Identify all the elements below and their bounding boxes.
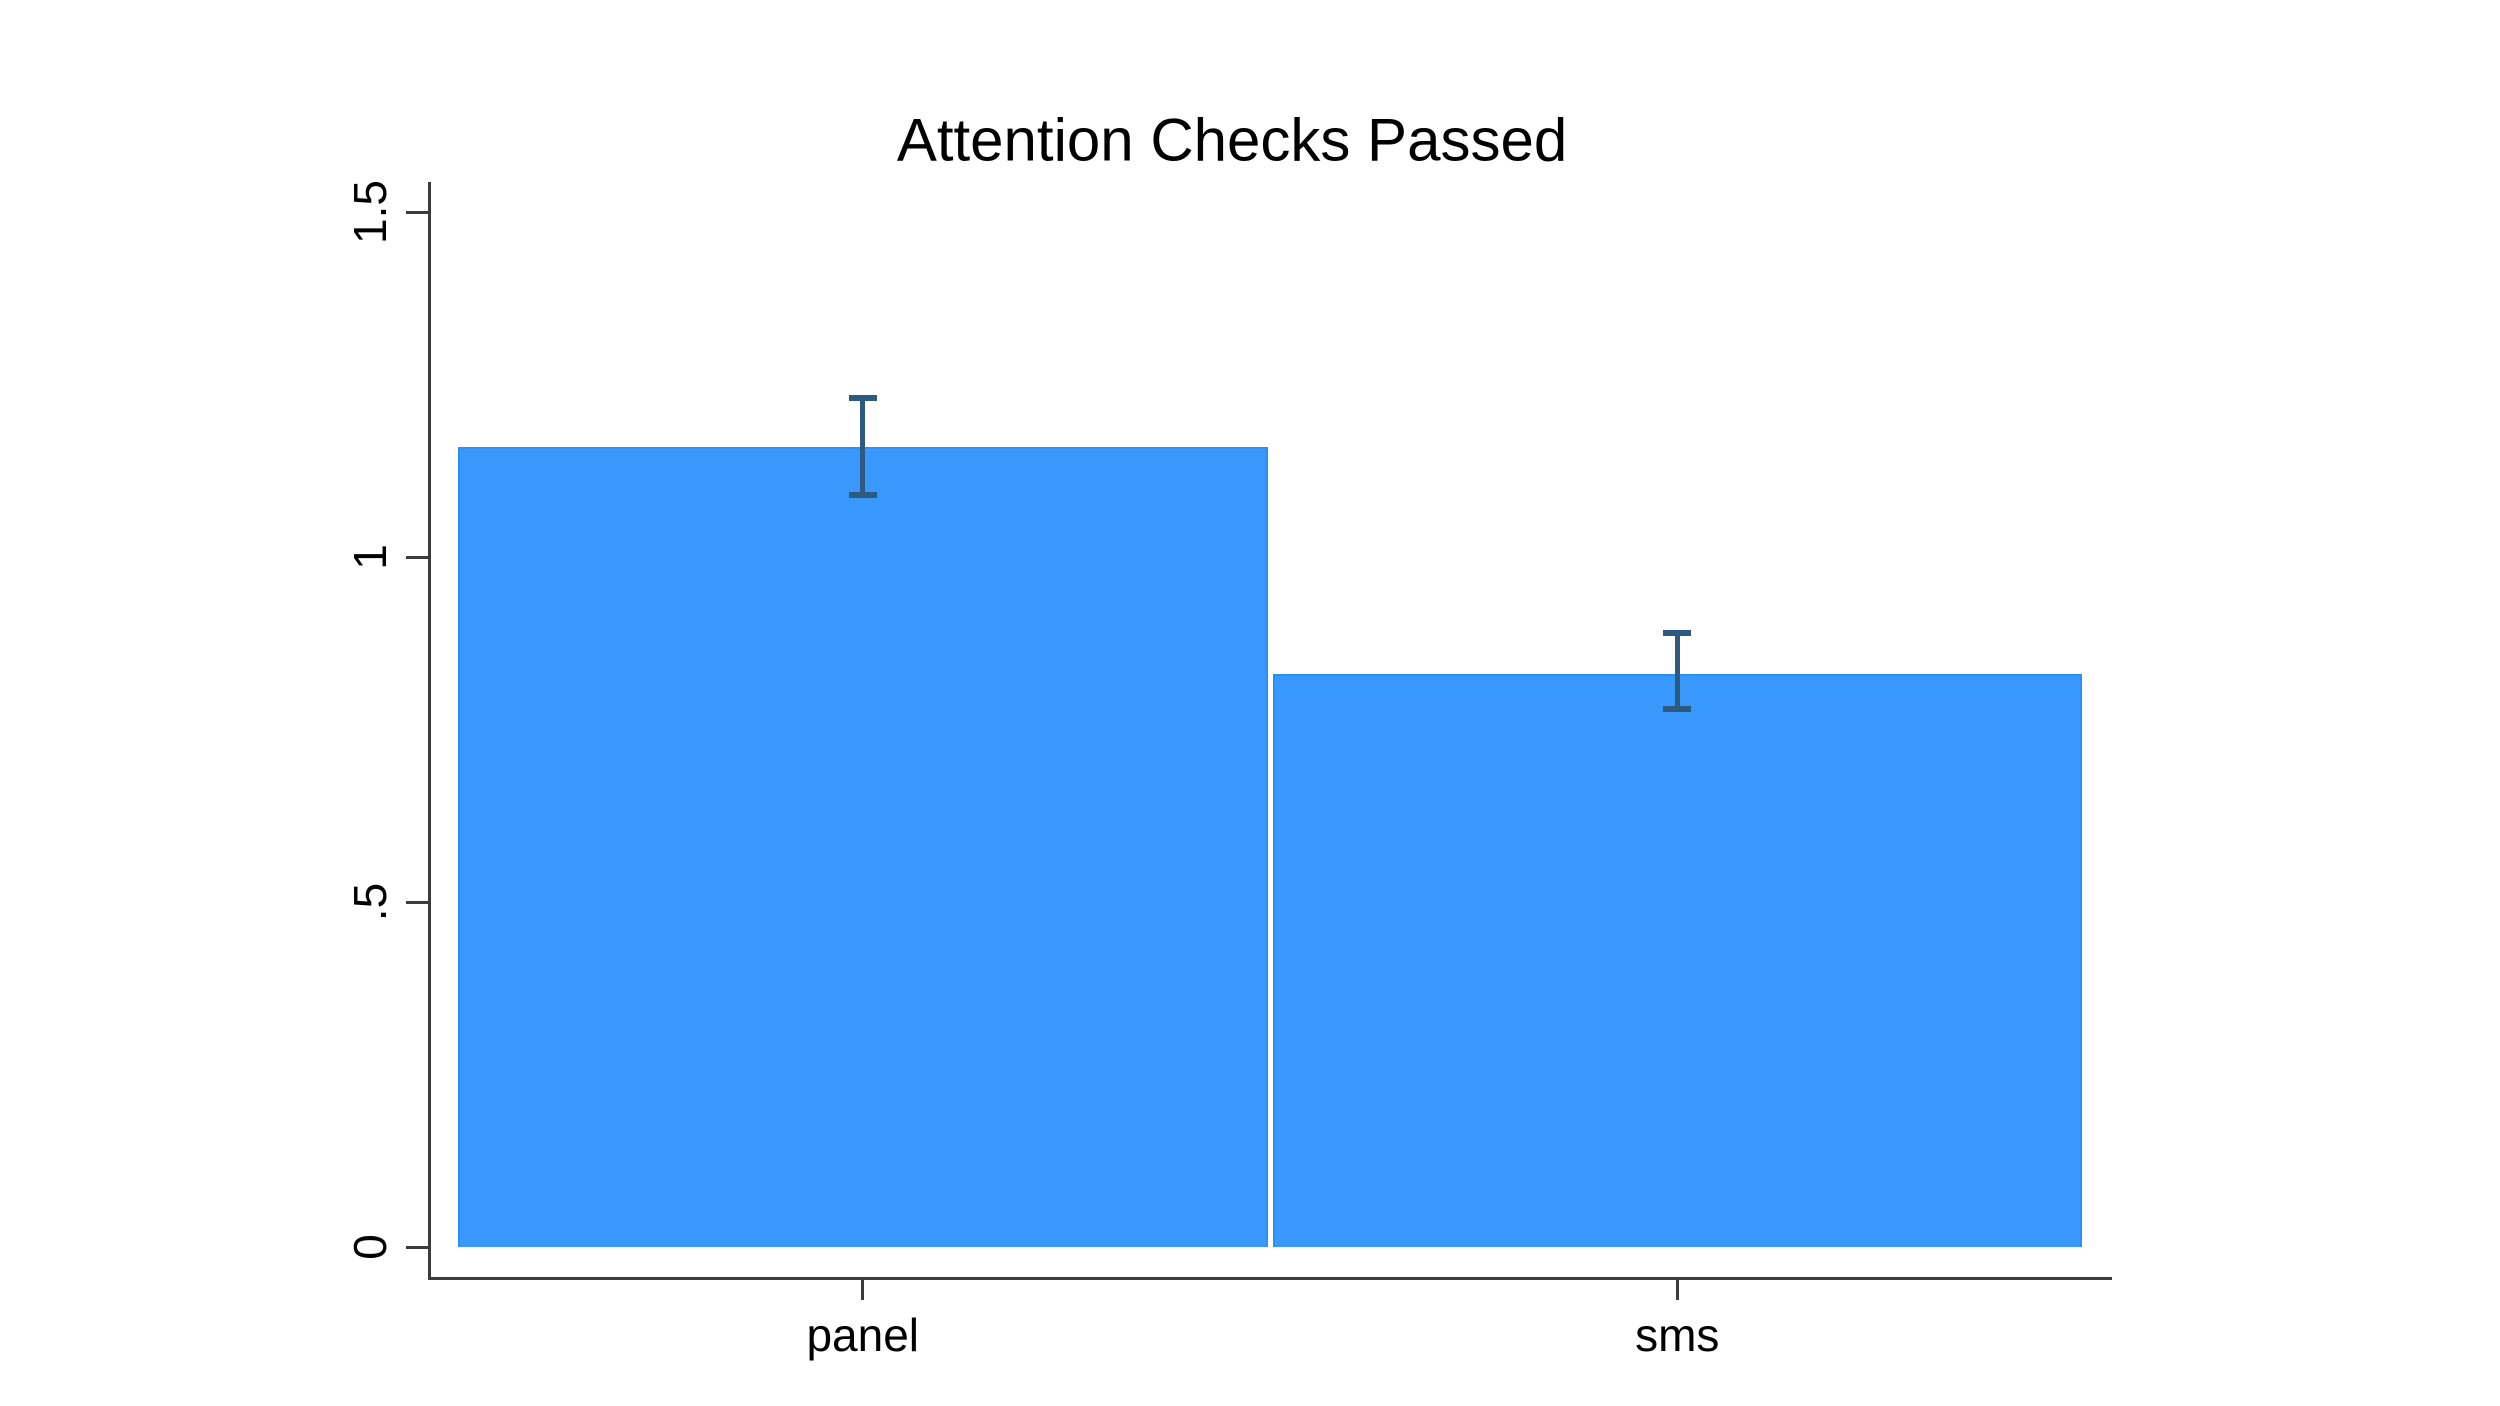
y-axis-line	[428, 182, 431, 1280]
error-bar-cap-top-panel	[848, 395, 877, 402]
error-bar-line-sms	[1674, 632, 1680, 709]
bar-panel	[458, 446, 1268, 1247]
x-tick-label-panel: panel	[806, 1309, 920, 1361]
error-bar-cap-bottom-panel	[848, 491, 877, 498]
y-tick-label: 1.5	[344, 180, 396, 244]
x-tick-label-sms: sms	[1635, 1309, 1720, 1361]
y-tick-mark	[406, 211, 428, 214]
x-axis-line	[428, 1277, 2112, 1280]
y-tick-label: .5	[344, 882, 396, 922]
bar-sms	[1272, 674, 2082, 1247]
y-tick-mark	[406, 1246, 428, 1249]
y-tick-mark	[406, 556, 428, 559]
error-bar-line-panel	[860, 398, 866, 495]
y-tick-label: 1	[344, 544, 396, 570]
error-bar-cap-bottom-sms	[1663, 705, 1692, 712]
x-tick-mark	[1675, 1280, 1679, 1300]
y-tick-label: 0	[344, 1234, 396, 1260]
x-tick-mark	[861, 1280, 865, 1300]
y-tick-mark	[406, 901, 428, 904]
error-bar-cap-top-sms	[1663, 629, 1692, 636]
chart-title: Attention Checks Passed	[896, 106, 1568, 174]
